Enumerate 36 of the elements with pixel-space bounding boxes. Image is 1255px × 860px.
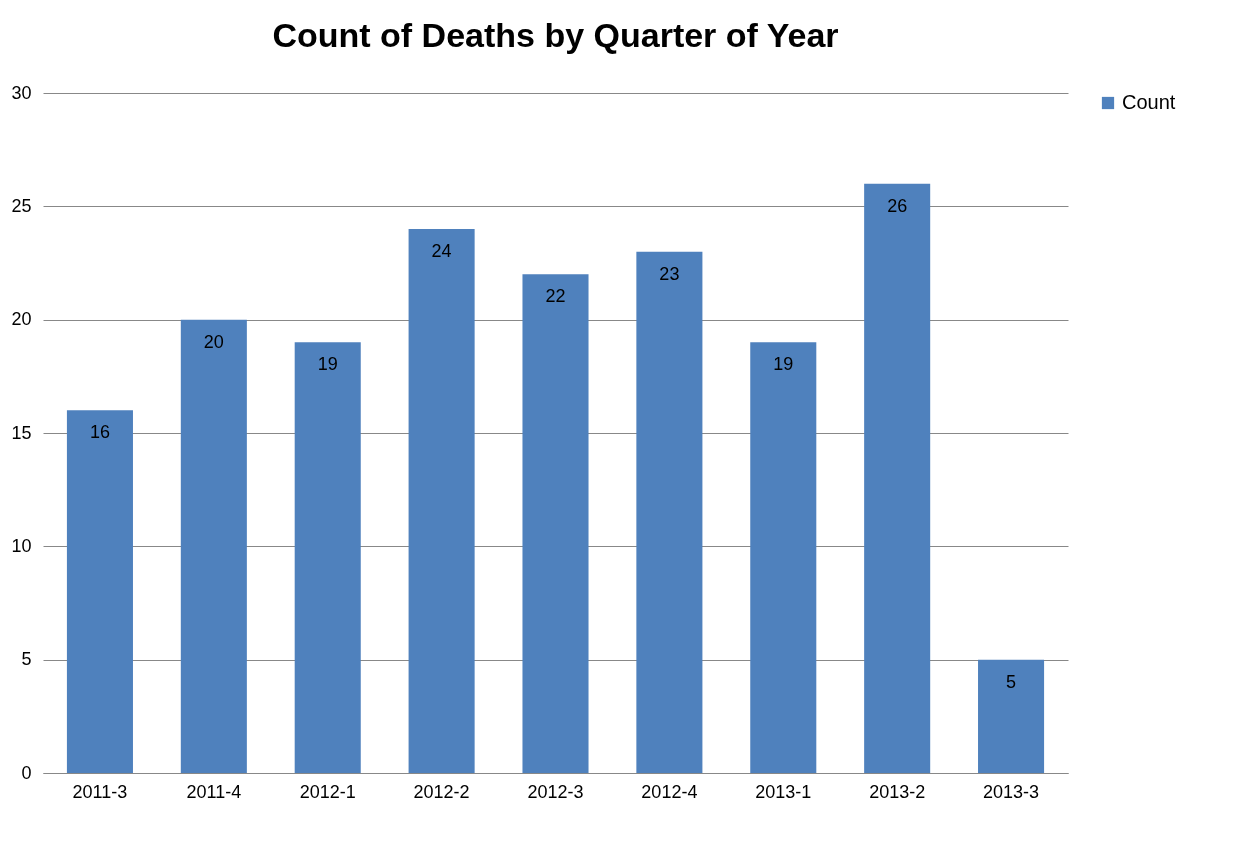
x-tick-label: 2011-4 bbox=[186, 781, 242, 802]
data-label: 22 bbox=[545, 286, 566, 307]
data-label: 16 bbox=[89, 422, 110, 443]
data-label: 24 bbox=[431, 241, 452, 261]
x-tick-label: 2013-1 bbox=[755, 781, 812, 802]
legend-label: Count bbox=[1122, 91, 1176, 113]
bar bbox=[636, 251, 703, 773]
bar bbox=[864, 183, 931, 773]
bar bbox=[750, 342, 817, 773]
bar bbox=[522, 274, 589, 773]
x-tick-label: 2012-4 bbox=[641, 781, 698, 802]
x-tick-label: 2012-3 bbox=[527, 781, 584, 802]
data-label: 26 bbox=[887, 195, 908, 216]
x-tick-label: 2011-3 bbox=[72, 781, 128, 802]
x-tick-label: 2013-2 bbox=[869, 781, 926, 802]
data-label: 5 bbox=[1006, 671, 1017, 692]
y-tick-label: 30 bbox=[11, 82, 32, 103]
y-tick-label: 15 bbox=[11, 422, 32, 443]
y-tick-label: 10 bbox=[11, 535, 32, 556]
y-tick-label: 25 bbox=[11, 195, 32, 216]
x-tick-label: 2012-1 bbox=[299, 781, 356, 802]
x-tick-label: 2013-3 bbox=[983, 781, 1040, 802]
data-label: 23 bbox=[659, 263, 680, 284]
x-tick-label: 2012-2 bbox=[413, 781, 470, 802]
bar bbox=[66, 410, 133, 773]
bar bbox=[408, 229, 475, 773]
bar bbox=[294, 342, 361, 773]
data-label: 20 bbox=[203, 331, 224, 352]
bar bbox=[978, 659, 1045, 773]
y-tick-label: 20 bbox=[11, 309, 32, 330]
y-tick-label: 0 bbox=[21, 762, 32, 783]
chart-title: Count of Deaths by Quarter of Year bbox=[272, 16, 839, 54]
y-tick-label: 5 bbox=[21, 649, 32, 670]
data-label: 19 bbox=[773, 354, 794, 375]
bar bbox=[180, 319, 247, 773]
data-label: 19 bbox=[317, 354, 338, 375]
